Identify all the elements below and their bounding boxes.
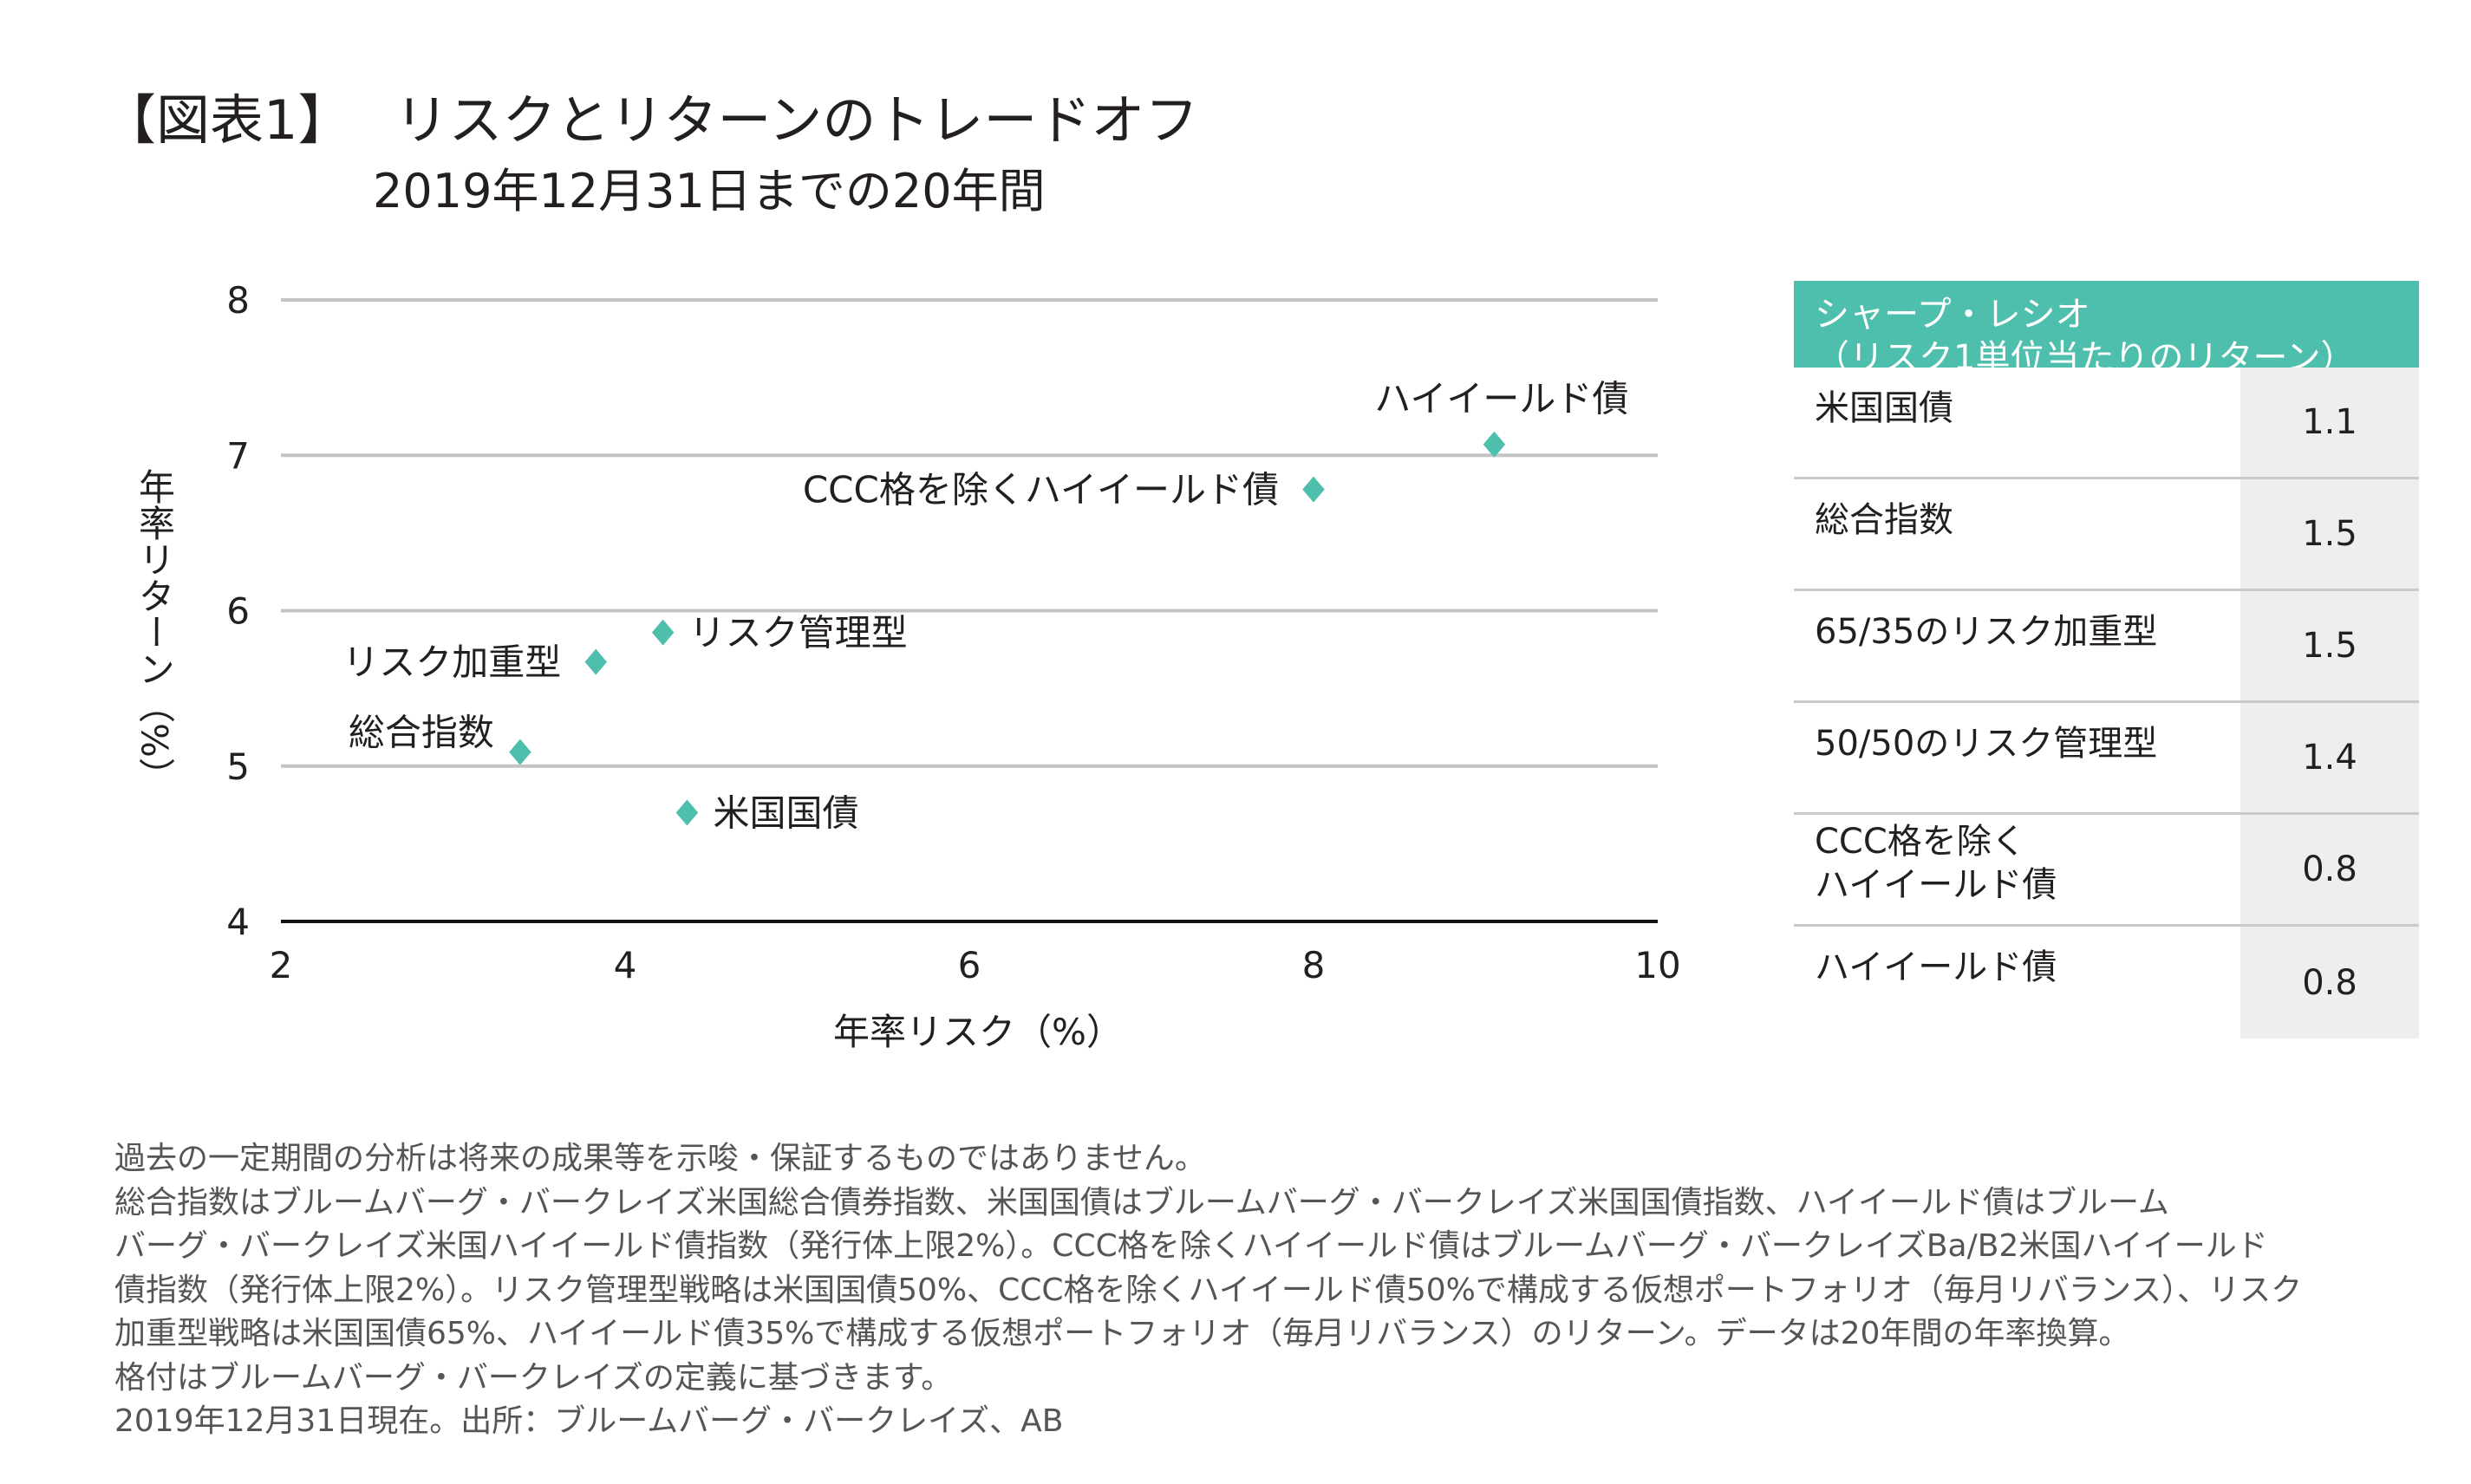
y-axis-label: 年率リターン（%） [134,468,176,794]
row-label-line1: 65/35のリスク加重型 [1815,612,2158,652]
row-label-line1: ハイイールド債 [1815,947,2057,987]
table-header-line1: シャープ・レシオ [1815,295,2090,335]
sharpe-value: 0.8 [2240,815,2419,924]
table-header: シャープ・レシオ （リスク1単位当たりのリターン） [1794,281,2419,378]
table-row: 米国国債 1.1 [1794,368,2419,479]
sharpe-value: 1.1 [2240,368,2419,477]
table-row: 50/50のリスク管理型 1.4 [1794,703,2419,815]
title-text: リスクとリターンのトレードオフ [394,88,1199,152]
data-point-label: リスク加重型 [342,641,561,684]
data-point-marker [1483,431,1506,458]
data-point-marker [584,648,608,675]
data-point-marker [509,739,531,765]
x-tick-label: 4 [614,944,637,986]
data-point-marker [1302,476,1325,503]
y-tick-label: 4 [226,901,250,943]
sharpe-value: 0.8 [2240,927,2419,1038]
footnotes: 過去の一定期間の分析は将来の成果等を示唆・保証するものではありません。総合指数は… [114,1137,2455,1444]
table-row: 総合指数 1.5 [1794,479,2419,591]
chart-subtitle: 2019年12月31日までの20年間 [373,164,1046,218]
row-label: ハイイールド債 [1794,927,2240,1038]
footnote-line: 加重型戦略は米国国債65%、ハイイールド債35%で構成する仮想ポートフォリオ（毎… [114,1316,2130,1351]
data-point-label: 総合指数 [349,712,494,754]
y-tick-label: 7 [226,434,250,477]
data-point-label: CCC格を除くハイイールド債 [803,469,1279,511]
sharpe-value: 1.5 [2240,479,2419,589]
row-label: 65/35のリスク加重型 [1794,591,2240,700]
row-label-line1: 総合指数 [1815,500,1953,540]
footnote-line: バーグ・バークレイズ米国ハイイールド債指数（発行体上限2%）。CCC格を除くハイ… [114,1228,2268,1264]
row-label-line1: 米国国債 [1815,388,1953,428]
row-label: 総合指数 [1794,479,2240,589]
x-tick-label: 2 [270,944,293,986]
x-tick-label: 10 [1634,944,1680,986]
row-label-line2: ハイイールド債 [1815,865,2057,905]
x-axis-label: 年率リスク（%） [833,1011,1123,1053]
data-point-label: リスク管理型 [689,612,908,654]
chart-title: 【図表1】 リスクとリターンのトレードオフ [102,76,1198,154]
footnote-line: 債指数（発行体上限2%）。リスク管理型戦略は米国国債50%、CCC格を除くハイイ… [114,1272,2303,1308]
y-tick-label: 5 [226,745,250,788]
footnote-line: 格付はブルームバーグ・バークレイズの定義に基づきます。 [114,1359,953,1396]
sharpe-value: 1.4 [2240,703,2419,812]
figure-label: 【図表1】 [102,88,352,152]
footnote-line: 総合指数はブルームバーグ・バークレイズ米国総合債券指数、米国国債はブルームバーグ… [114,1184,2169,1220]
sharpe-ratio-table: シャープ・レシオ （リスク1単位当たりのリターン） 米国国債 1.1 総合指数 1.5… [1794,281,2419,1038]
sharpe-value: 1.5 [2240,591,2419,700]
table-row: 65/35のリスク加重型 1.5 [1794,591,2419,703]
data-point-label: ハイイールド債 [1374,378,1628,420]
table-row: ハイイールド債 0.8 [1794,927,2419,1038]
row-label: 米国国債 [1794,368,2240,477]
x-tick-label: 8 [1302,944,1326,986]
table-row: CCC格を除く ハイイールド債 0.8 [1794,815,2419,927]
data-point-marker [651,619,675,646]
footnote-line: 2019年12月31日現在。出所：ブルームバーグ・バークレイズ、AB [114,1403,1064,1439]
row-label: CCC格を除く ハイイールド債 [1794,815,2240,924]
data-point-marker [675,799,699,826]
row-label: 50/50のリスク管理型 [1794,703,2240,812]
y-tick-label: 6 [226,590,250,633]
x-tick-label: 6 [958,944,981,986]
row-label-line1: 50/50のリスク管理型 [1815,724,2158,764]
y-tick-label: 8 [226,279,250,322]
footnote-line: 過去の一定期間の分析は将来の成果等を示唆・保証するものではありません。 [114,1141,1206,1176]
row-label-line1: CCC格を除く [1815,822,2026,862]
data-point-label: 米国国債 [713,792,858,835]
